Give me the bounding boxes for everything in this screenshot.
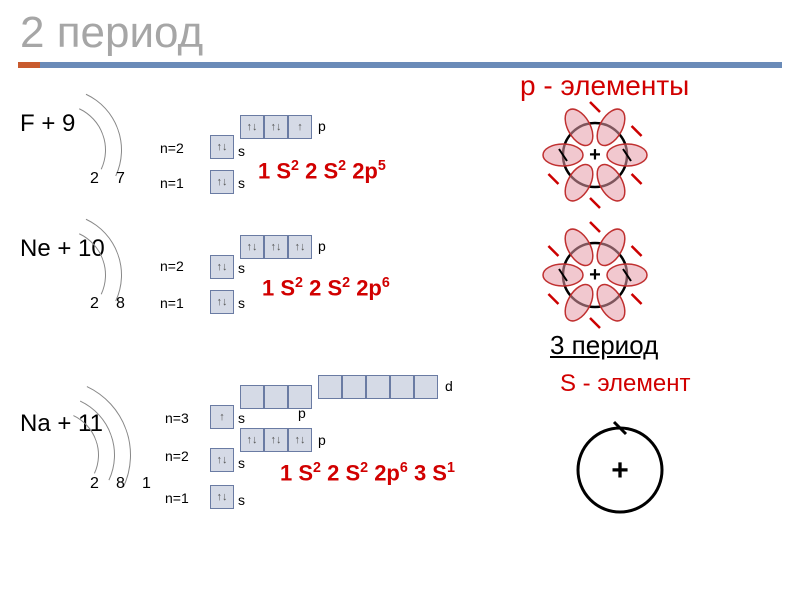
orbital-label: s [238,492,245,508]
electron-arrows: ↑↓ [247,122,258,133]
orbital-box: ↑↓ [210,290,234,314]
orbital-box: ↑ [288,115,312,139]
electron-arrows: ↑↓ [295,435,306,446]
orbital-label: s [238,455,245,471]
electron-arrows: ↑↓ [217,492,228,503]
electron-arrows: ↑↓ [217,262,228,273]
electron-arrows: ↑↓ [217,455,228,466]
svg-text:+: + [611,454,629,487]
orbital-box: ↑↓ [264,115,288,139]
electron-arrows: ↑↓ [271,435,282,446]
orbital-label: s [238,143,245,159]
shell-electron-count: 8 [116,475,125,493]
quantum-n-label: n=3 [165,410,189,426]
title-rule [18,62,782,68]
electron-config: 1 S2 2 S2 2p6 3 S1 [280,460,455,486]
orbital-label: s [238,175,245,191]
s-element-heading: S - элемент [560,370,691,398]
orbital-box: ↑↓ [210,255,234,279]
orbital-label: p [318,432,326,448]
orbital-box: ↑↓ [264,428,288,452]
electron-arrows: ↑↓ [217,297,228,308]
orbital-box: ↑↓ [210,448,234,472]
orbital-box [366,375,390,399]
orbital-box: ↑↓ [264,235,288,259]
orbital-diagram: + [560,410,680,530]
electron-arrows: ↑↓ [217,177,228,188]
shell-electron-count: 2 [90,475,99,493]
period3-heading: 3 период [550,330,658,361]
orbital-box [342,375,366,399]
electron-arrows: ↑↓ [247,242,258,253]
orbital-box: ↑↓ [240,428,264,452]
slide-title: 2 период [20,8,203,58]
orbital-box [414,375,438,399]
svg-text:+: + [589,144,601,166]
orbital-diagram: + [530,100,660,210]
svg-text:+: + [589,264,601,286]
orbital-label: p [298,405,306,421]
electron-config: 1 S2 2 S2 2p5 [258,158,386,184]
orbital-box: ↑↓ [210,170,234,194]
orbital-box [264,385,288,409]
shell-electron-count: 2 [90,295,99,313]
orbital-box: ↑↓ [210,135,234,159]
orbital-box: ↑↓ [240,115,264,139]
electron-arrows: ↑↓ [217,142,228,153]
orbital-box: ↑↓ [288,428,312,452]
orbital-label: d [445,378,453,394]
shell-electron-count: 1 [142,475,151,493]
orbital-label: p [318,118,326,134]
orbital-box: ↑↓ [210,485,234,509]
shell-arc [0,196,139,355]
orbital-box: ↑↓ [288,235,312,259]
shell-electron-count: 8 [116,295,125,313]
electron-arrows: ↑↓ [271,122,282,133]
shell-arc [0,71,139,230]
quantum-n-label: n=2 [160,258,184,274]
orbital-box: ↑ [210,405,234,429]
orbital-label: s [238,295,245,311]
orbital-box [318,375,342,399]
orbital-box [390,375,414,399]
electron-arrows: ↑↓ [247,435,258,446]
title-rule-accent [18,62,40,68]
quantum-n-label: n=2 [160,140,184,156]
electron-arrows: ↑ [297,122,303,133]
orbital-label: p [318,238,326,254]
shell-electron-count: 2 [90,170,99,188]
shell-arc [0,358,152,553]
quantum-n-label: n=2 [165,448,189,464]
quantum-n-label: n=1 [165,490,189,506]
electron-config: 1 S2 2 S2 2p6 [262,275,390,301]
electron-arrows: ↑ [219,412,225,423]
quantum-n-label: n=1 [160,295,184,311]
electron-arrows: ↑↓ [295,242,306,253]
orbital-box: ↑↓ [240,235,264,259]
orbital-label: s [238,260,245,276]
orbital-box [240,385,264,409]
electron-arrows: ↑↓ [271,242,282,253]
quantum-n-label: n=1 [160,175,184,191]
shell-electron-count: 7 [116,170,125,188]
p-elements-heading: p - элементы [520,70,689,102]
orbital-label: s [238,410,245,426]
orbital-diagram: + [530,220,660,330]
